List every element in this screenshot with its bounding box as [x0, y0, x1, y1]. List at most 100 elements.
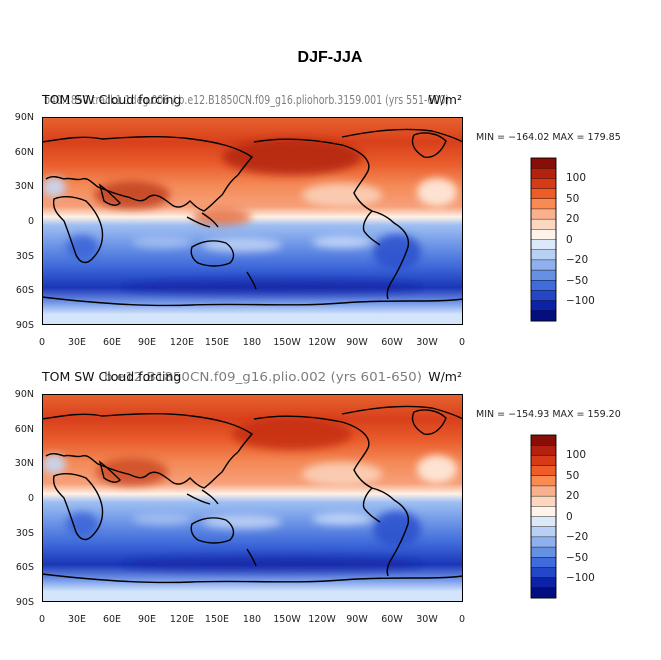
panel-1-colorbar-box — [530, 218, 557, 230]
panel-2-colorbar: 100 50 20 0 −20 −50 −100 — [530, 434, 595, 599]
panel-1-colorbar-box — [530, 178, 557, 190]
panel-1-cbar-0: 0 — [566, 234, 573, 246]
panel-2-colorbar-box — [530, 465, 557, 477]
panel-1-colorbar-box — [530, 229, 557, 240]
panel-2-colorbar-box — [530, 506, 557, 517]
panel-2-ytick-60s: 60S — [16, 562, 34, 573]
panel-2-colorbar-frame — [530, 434, 557, 599]
panel-1: TOM SW Cloud forcing b40.1850.track1.1de… — [15, 92, 621, 348]
panel-1-colorbar-box — [530, 249, 557, 261]
panel-1-colorbar-box — [530, 239, 557, 251]
panel-1-colorbar: 100 50 20 0 −20 −50 −100 — [530, 157, 595, 322]
panel-1-xtick-120w: 120W — [308, 337, 336, 348]
panel-1-colorbar-box — [530, 188, 557, 200]
panel-1-y-ticks: 90N 60N 30N 0 30S 60S 90S — [15, 112, 34, 331]
panel-2-cbar-m50: −50 — [566, 552, 588, 564]
panel-1-ytick-90s: 90S — [16, 320, 34, 331]
panel-2-ytick-90s: 90S — [16, 597, 34, 608]
panel-1-ytick-60s: 60S — [16, 285, 34, 296]
panel-2-xtick-150w: 150W — [273, 614, 301, 625]
panel-2-title-center: b.e12.B1850CN.f09_g16.plio.002 (yrs 601-… — [104, 369, 422, 384]
panel-2-colorbar-box — [530, 444, 557, 456]
panel-2-xtick-30e: 30E — [68, 614, 86, 625]
panel-2-xtick-120w: 120W — [308, 614, 336, 625]
panel-2-colorbar-box — [530, 455, 557, 467]
panel-2-coastlines — [42, 405, 463, 584]
panel-2-colorbar-box — [530, 557, 557, 568]
panel-2-colorbar-box — [530, 577, 557, 589]
panel-2: TOM SW Cloud forcing b.e12.B1850CN.f09_g… — [15, 369, 621, 625]
panel-1-colorbar-box — [530, 198, 557, 210]
panel-1-ytick-30n: 30N — [15, 181, 34, 192]
panel-1-cbar-m100: −100 — [566, 295, 595, 307]
panel-2-colorbar-box — [530, 485, 557, 497]
panel-2-cbar-0: 0 — [566, 511, 573, 523]
panel-2-cbar-100: 100 — [566, 449, 586, 461]
panel-2-colorbar-box — [530, 495, 557, 507]
panel-2-xtick-120e: 120E — [170, 614, 194, 625]
panel-1-colorbar-labels: 100 50 20 0 −20 −50 −100 — [566, 172, 595, 307]
panel-1-cbar-m50: −50 — [566, 275, 588, 287]
panel-1-x-ticks: 0 30E 60E 90E 120E 150E 180 150W 120W 90… — [39, 337, 465, 348]
panel-1-xtick-120e: 120E — [170, 337, 194, 348]
panel-2-colorbar-box — [530, 536, 557, 548]
panel-1-min-max: MIN = −164.02 MAX = 179.85 — [476, 132, 621, 143]
panel-1-cbar-50: 50 — [566, 193, 579, 205]
panel-1-xtick-150e: 150E — [205, 337, 229, 348]
panel-2-ytick-90n: 90N — [15, 389, 34, 400]
panel-1-xtick-180: 180 — [243, 337, 261, 348]
panel-1-xtick-0: 0 — [39, 337, 45, 348]
panel-2-min-max: MIN = −154.93 MAX = 159.20 — [476, 409, 621, 420]
panel-2-x-ticks: 0 30E 60E 90E 120E 150E 180 150W 120W 90… — [39, 614, 465, 625]
panel-2-xtick-180: 180 — [243, 614, 261, 625]
panel-2-colorbar-box — [530, 526, 557, 538]
panel-2-map — [42, 394, 463, 602]
panel-2-cbar-m20: −20 — [566, 531, 588, 543]
panel-2-xtick-0: 0 — [39, 614, 45, 625]
panel-2-y-ticks: 90N 60N 30N 0 30S 60S 90S — [15, 389, 34, 608]
panel-1-colorbar-box — [530, 280, 557, 291]
panel-2-colorbar-box — [530, 567, 557, 579]
panel-2-ytick-eq: 0 — [28, 493, 34, 504]
panel-1-cbar-m20: −20 — [566, 254, 588, 266]
panel-1-anomalies — [42, 139, 457, 294]
panel-2-cbar-m100: −100 — [566, 572, 595, 584]
panel-1-xtick-30w: 30W — [416, 337, 438, 348]
panel-1-cbar-20: 20 — [566, 213, 579, 225]
panel-2-title-left: TOM SW Cloud forcing — [41, 369, 181, 384]
panel-1-colorbar-box — [530, 269, 557, 281]
panel-1-title-left: TOM SW Cloud forcing — [41, 92, 181, 107]
panel-1-xtick-30e: 30E — [68, 337, 86, 348]
panel-1-xtick-60e: 60E — [103, 337, 121, 348]
panel-2-xtick-150e: 150E — [205, 614, 229, 625]
panel-1-colorbar-box — [530, 208, 557, 220]
panel-1-colorbar-box — [530, 300, 557, 312]
panel-1-ytick-eq: 0 — [28, 216, 34, 227]
panel-1-colorbar-box — [530, 167, 557, 179]
figure-title: DJF-JJA — [298, 49, 363, 66]
panel-2-frame — [42, 394, 463, 602]
panel-1-xtick-90w: 90W — [346, 337, 368, 348]
panel-1-coastlines — [42, 128, 463, 307]
panel-2-ytick-30s: 30S — [16, 528, 34, 539]
panel-2-colorbar-box — [530, 475, 557, 487]
panel-2-cbar-50: 50 — [566, 470, 579, 482]
panel-1-colorbar-boxes — [530, 157, 557, 322]
panel-1-title-center: b40.1850.track1.1deg.006 / b.e12.B1850CN… — [44, 92, 449, 107]
panel-1-frame — [42, 117, 463, 325]
panel-2-xtick-60w: 60W — [381, 614, 403, 625]
panel-1-colorbar-box — [530, 259, 557, 271]
panel-2-ytick-30n: 30N — [15, 458, 34, 469]
panel-1-colorbar-box — [530, 310, 557, 322]
panel-2-xtick-60e: 60E — [103, 614, 121, 625]
panel-2-colorbar-boxes — [530, 434, 557, 599]
panel-2-xtick-30w: 30W — [416, 614, 438, 625]
panel-2-cbar-20: 20 — [566, 490, 579, 502]
panel-1-xtick-90e: 90E — [138, 337, 156, 348]
panel-2-colorbar-box — [530, 434, 557, 446]
panel-1-xtick-60w: 60W — [381, 337, 403, 348]
panel-2-colorbar-box — [530, 516, 557, 528]
panel-1-xtick-0-end: 0 — [459, 337, 465, 348]
panel-2-colorbar-box — [530, 546, 557, 558]
